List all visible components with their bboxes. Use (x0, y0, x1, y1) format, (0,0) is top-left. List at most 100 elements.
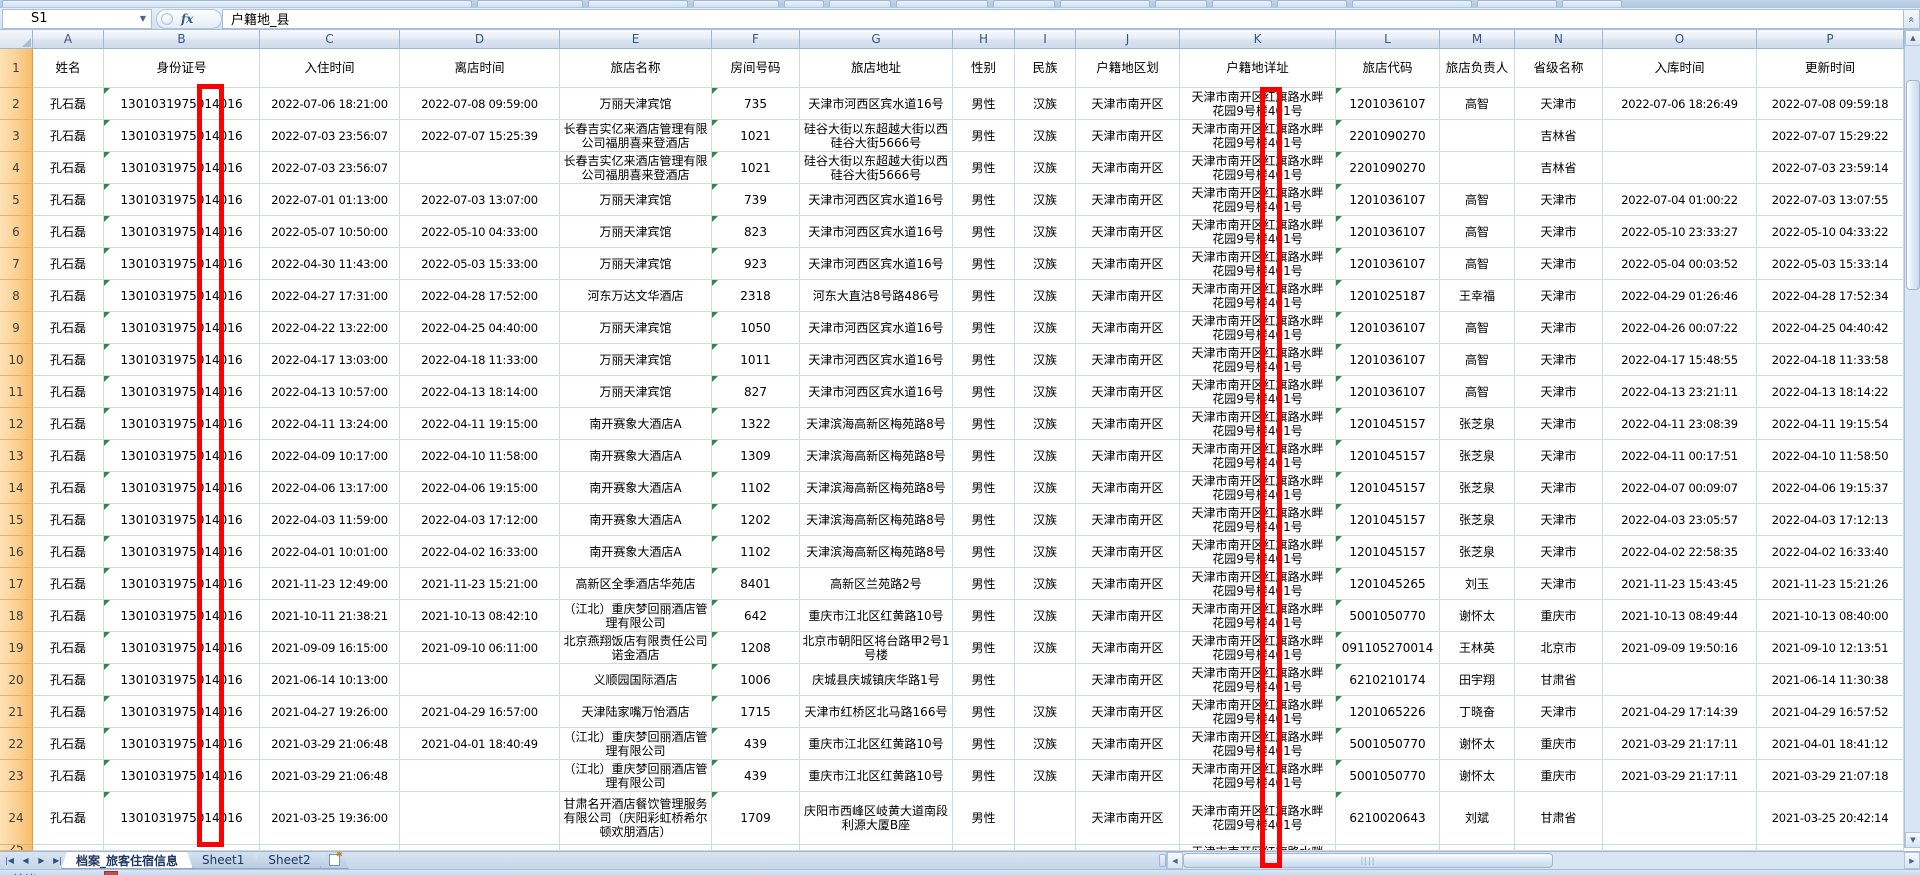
cell-h8[interactable]: 男性 (953, 280, 1015, 312)
cell-n15[interactable]: 天津市 (1515, 504, 1603, 536)
cell-f15[interactable]: 1202 (712, 504, 800, 536)
cell-h7[interactable]: 男性 (953, 248, 1015, 280)
cell-j7[interactable]: 天津市南开区 (1076, 248, 1180, 280)
cell-j8[interactable]: 天津市南开区 (1076, 280, 1180, 312)
cell-p1[interactable]: 更新时间 (1757, 49, 1904, 88)
cell-p19[interactable]: 2021-09-10 12:13:51 (1757, 632, 1904, 664)
column-header-k[interactable]: K (1180, 30, 1336, 49)
cell-f22[interactable]: 439 (712, 728, 800, 760)
last-sheet-icon[interactable]: ▶| (53, 856, 62, 865)
cell-b25[interactable] (104, 845, 260, 851)
cell-m12[interactable]: 张芝泉 (1440, 408, 1515, 440)
cell-c14[interactable]: 2022-04-06 13:17:00 (260, 472, 400, 504)
cell-j14[interactable]: 天津市南开区 (1076, 472, 1180, 504)
cell-o13[interactable]: 2022-04-11 00:17:51 (1603, 440, 1757, 472)
cell-a23[interactable]: 孔石磊 (33, 760, 104, 792)
cell-n5[interactable]: 天津市 (1515, 184, 1603, 216)
cell-j25[interactable] (1076, 845, 1180, 851)
cell-p22[interactable]: 2021-04-01 18:41:12 (1757, 728, 1904, 760)
cell-k17[interactable]: 天津市南开区红旗路水畔花园9号楼401号 (1180, 568, 1336, 600)
cell-a12[interactable]: 孔石磊 (33, 408, 104, 440)
cell-b17[interactable]: 1301031975014016 (104, 568, 260, 600)
cell-j3[interactable]: 天津市南开区 (1076, 120, 1180, 152)
cell-h13[interactable]: 男性 (953, 440, 1015, 472)
cell-i19[interactable]: 汉族 (1015, 632, 1076, 664)
cell-l13[interactable]: 1201045157 (1336, 440, 1440, 472)
cell-c1[interactable]: 入住时间 (260, 49, 400, 88)
cell-g3[interactable]: 硅谷大街以东超越大街以西硅谷大街5666号 (800, 120, 953, 152)
cell-a13[interactable]: 孔石磊 (33, 440, 104, 472)
formula-input[interactable]: 户籍地_县 (222, 8, 1903, 29)
column-header-a[interactable]: A (33, 30, 104, 49)
cell-o18[interactable]: 2021-10-13 08:49:44 (1603, 600, 1757, 632)
cell-k18[interactable]: 天津市南开区红旗路水畔花园9号楼401号 (1180, 600, 1336, 632)
cell-c23[interactable]: 2021-03-29 21:06:48 (260, 760, 400, 792)
cell-o19[interactable]: 2021-09-09 19:50:16 (1603, 632, 1757, 664)
cell-h17[interactable]: 男性 (953, 568, 1015, 600)
cell-m17[interactable]: 刘玉 (1440, 568, 1515, 600)
cell-g24[interactable]: 庆阳市西峰区岐黄大道南段利源大厦B座 (800, 792, 953, 845)
cell-c16[interactable]: 2022-04-01 10:01:00 (260, 536, 400, 568)
row-header-22[interactable]: 22 (0, 728, 33, 760)
cell-i14[interactable]: 汉族 (1015, 472, 1076, 504)
cell-h25[interactable] (953, 845, 1015, 851)
cell-l21[interactable]: 1201065226 (1336, 696, 1440, 728)
cell-n7[interactable]: 天津市 (1515, 248, 1603, 280)
cell-f18[interactable]: 642 (712, 600, 800, 632)
cell-a5[interactable]: 孔石磊 (33, 184, 104, 216)
cell-b18[interactable]: 1301031975014016 (104, 600, 260, 632)
cell-h4[interactable]: 男性 (953, 152, 1015, 184)
cell-l24[interactable]: 6210020643 (1336, 792, 1440, 845)
cell-h6[interactable]: 男性 (953, 216, 1015, 248)
cell-j24[interactable]: 天津市南开区 (1076, 792, 1180, 845)
cell-m14[interactable]: 张芝泉 (1440, 472, 1515, 504)
cell-o16[interactable]: 2022-04-02 22:58:35 (1603, 536, 1757, 568)
cell-g10[interactable]: 天津市河西区宾水道16号 (800, 344, 953, 376)
cell-o25[interactable] (1603, 845, 1757, 851)
cell-a14[interactable]: 孔石磊 (33, 472, 104, 504)
column-header-m[interactable]: M (1440, 30, 1515, 49)
cell-e3[interactable]: 长春吉实亿来酒店管理有限公司福朋喜来登酒店 (560, 120, 712, 152)
cell-e15[interactable]: 南开赛象大酒店A (560, 504, 712, 536)
cell-k11[interactable]: 天津市南开区红旗路水畔花园9号楼401号 (1180, 376, 1336, 408)
cell-n14[interactable]: 天津市 (1515, 472, 1603, 504)
cell-k24[interactable]: 天津市南开区红旗路水畔花园9号楼401号 (1180, 792, 1336, 845)
row-header-24[interactable]: 24 (0, 792, 33, 845)
column-header-b[interactable]: B (104, 30, 260, 49)
cell-n6[interactable]: 天津市 (1515, 216, 1603, 248)
row-header-25[interactable]: 25 (0, 845, 33, 851)
cell-j18[interactable]: 天津市南开区 (1076, 600, 1180, 632)
cell-i21[interactable]: 汉族 (1015, 696, 1076, 728)
cell-o4[interactable] (1603, 152, 1757, 184)
cell-p20[interactable]: 2021-06-14 11:30:38 (1757, 664, 1904, 696)
cell-k8[interactable]: 天津市南开区红旗路水畔花园9号楼401号 (1180, 280, 1336, 312)
cell-h24[interactable]: 男性 (953, 792, 1015, 845)
cell-g2[interactable]: 天津市河西区宾水道16号 (800, 88, 953, 120)
cell-k7[interactable]: 天津市南开区红旗路水畔花园9号楼401号 (1180, 248, 1336, 280)
cell-g8[interactable]: 河东大直沽8号路486号 (800, 280, 953, 312)
cell-g25[interactable] (800, 845, 953, 851)
cell-m19[interactable]: 王林英 (1440, 632, 1515, 664)
cell-d4[interactable] (400, 152, 560, 184)
cell-e5[interactable]: 万丽天津宾馆 (560, 184, 712, 216)
tab-dangan-lvke[interactable]: 档案_旅客住宿信息 (61, 852, 193, 869)
cell-p10[interactable]: 2022-04-18 11:33:58 (1757, 344, 1904, 376)
cell-c12[interactable]: 2022-04-11 13:24:00 (260, 408, 400, 440)
cell-n11[interactable]: 天津市 (1515, 376, 1603, 408)
cell-d1[interactable]: 离店时间 (400, 49, 560, 88)
cell-l6[interactable]: 1201036107 (1336, 216, 1440, 248)
cell-n17[interactable]: 天津市 (1515, 568, 1603, 600)
cell-e11[interactable]: 万丽天津宾馆 (560, 376, 712, 408)
cell-k23[interactable]: 天津市南开区红旗路水畔花园9号楼401号 (1180, 760, 1336, 792)
cell-d6[interactable]: 2022-05-10 04:33:00 (400, 216, 560, 248)
cell-o10[interactable]: 2022-04-17 15:48:55 (1603, 344, 1757, 376)
cell-d13[interactable]: 2022-04-10 11:58:00 (400, 440, 560, 472)
row-header-4[interactable]: 4 (0, 152, 33, 184)
cell-e2[interactable]: 万丽天津宾馆 (560, 88, 712, 120)
cell-c24[interactable]: 2021-03-25 19:36:00 (260, 792, 400, 845)
cell-p15[interactable]: 2022-04-03 17:12:13 (1757, 504, 1904, 536)
cell-n23[interactable]: 重庆市 (1515, 760, 1603, 792)
row-header-15[interactable]: 15 (0, 504, 33, 536)
row-header-1[interactable]: 1 (0, 49, 33, 88)
cell-o11[interactable]: 2022-04-13 23:21:11 (1603, 376, 1757, 408)
